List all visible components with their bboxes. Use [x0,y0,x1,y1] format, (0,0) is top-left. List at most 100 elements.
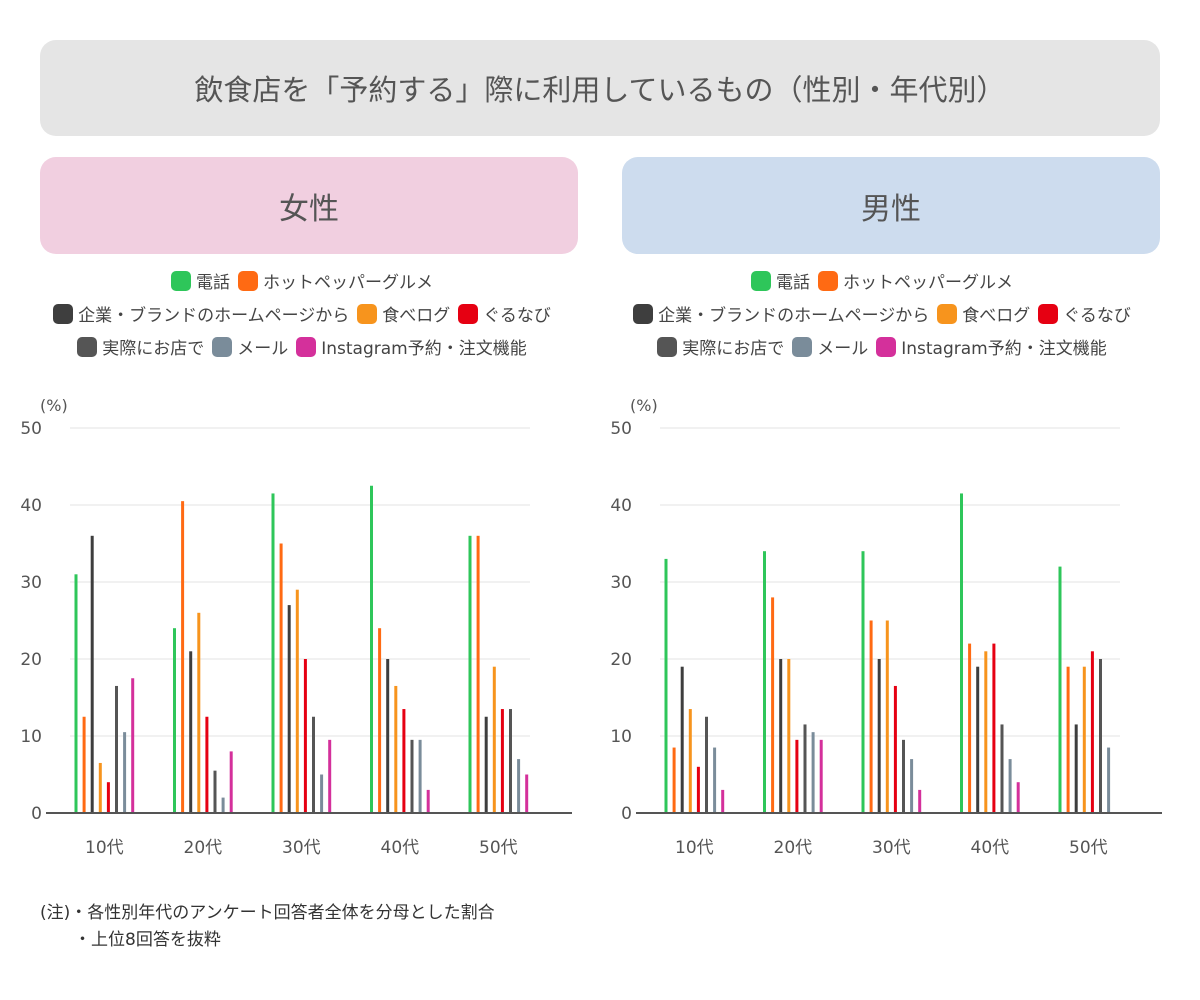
legend-swatch-phone [751,270,771,291]
female-legend-item-instore: 実際にお店で [77,334,204,359]
legend-label: 企業・ブランドのホームページから [658,306,930,326]
female-y-tick-label: 20 [20,650,42,670]
legend-label: 電話 [776,273,810,293]
female-panel-header: 女性 [40,157,578,254]
male-legend-row: 電話 ホットペッパーグルメ [602,264,1162,297]
legend-swatch-gurunavi [1038,303,1059,324]
male-bar-tabelog-2 [885,620,889,813]
female-bar-company-0 [90,535,94,813]
female-bar-instagram-4 [525,774,529,813]
footnote-1: (注)・各性別年代のアンケート回答者全体を分母とした割合 [40,903,495,923]
female-bar-instore-2 [312,716,315,813]
female-bar-phone-4 [468,535,472,813]
female-bar-instore-0 [115,685,118,813]
male-bar-phone-2 [861,551,865,813]
male-bar-instore-4 [1099,659,1102,813]
legend-label: ホットペッパーグルメ [263,273,433,293]
female-y-axis-label: (%) [40,396,68,415]
male-bar-gurunavi-4 [1090,651,1094,813]
female-legend-item-instagram: Instagram予約・注文機能 [296,334,527,359]
male-x-tick-label: 40代 [971,838,1010,858]
female-bar-hotpepper-0 [82,716,86,813]
legend-swatch-instagram [296,336,317,357]
female-y-tick-label: 50 [20,419,42,439]
female-bar-phone-2 [271,493,275,813]
male-legend: 電話 ホットペッパーグルメ企業・ブランドのホームページから 食べログ ぐるなび実際にお… [602,264,1162,363]
male-bar-gurunavi-1 [795,739,799,813]
male-bar-hotpepper-2 [869,620,873,813]
female-legend-row: 実際にお店で メール Instagram予約・注文機能 [22,330,582,363]
male-bar-instore-1 [803,724,807,813]
female-bar-instore-1 [213,770,217,813]
female-bar-instore-3 [410,739,414,813]
male-y-tick-label: 20 [610,650,632,670]
female-bar-gurunavi-1 [205,716,209,813]
female-bar-gurunavi-2 [303,659,307,813]
legend-swatch-hotpepper [818,270,838,291]
male-bar-instagram-0 [721,789,725,813]
male-bar-mail-0 [713,747,717,813]
male-bar-instore-3 [1000,724,1004,813]
male-legend-item-mail: メール [792,334,868,359]
female-x-tick-label: 40代 [381,838,420,858]
male-legend-item-instagram: Instagram予約・注文機能 [876,334,1107,359]
male-bar-company-3 [976,666,980,813]
male-bar-company-4 [1074,724,1078,813]
female-bar-hotpepper-2 [279,543,283,813]
male-bar-company-1 [779,659,783,813]
legend-swatch-instagram [876,336,897,357]
page-title: 飲食店を「予約する」際に利用しているもの（性別・年代別） [40,40,1160,136]
male-bar-instore-0 [705,716,708,813]
male-bar-tabelog-0 [688,709,692,813]
female-x-tick-label: 50代 [479,838,518,858]
female-bar-hotpepper-3 [378,628,382,813]
female-bar-tabelog-4 [492,666,496,813]
legend-label: 食べログ [382,306,451,326]
legend-label: ぐるなび [1063,306,1131,326]
male-bar-instagram-2 [918,789,922,813]
male-bar-hotpepper-4 [1066,666,1070,813]
legend-label: メール [237,339,289,359]
female-legend-item-phone: 電話 [171,268,230,293]
female-legend-item-company: 企業・ブランドのホームページから [53,301,349,326]
male-legend-item-gurunavi: ぐるなび [1038,301,1131,326]
male-bar-instagram-1 [819,739,823,813]
male-bar-company-2 [877,659,881,813]
male-y-axis-label: (%) [630,396,658,415]
male-y-tick-label: 50 [610,419,632,439]
male-bar-mail-1 [811,732,815,813]
legend-swatch-hotpepper [238,270,258,291]
male-bar-gurunavi-3 [992,643,996,813]
female-bar-instagram-1 [229,751,233,813]
male-bar-phone-1 [763,551,766,813]
male-legend-row: 企業・ブランドのホームページから 食べログ ぐるなび [602,297,1162,330]
female-bar-instagram-3 [426,789,430,813]
female-bar-phone-0 [74,574,78,813]
male-bar-mail-4 [1107,747,1111,813]
female-legend-row: 電話 ホットペッパーグルメ [22,264,582,297]
female-bar-mail-1 [221,797,225,813]
male-x-tick-label: 10代 [675,838,714,858]
legend-label: メール [817,339,869,359]
male-bar-mail-3 [1008,759,1012,813]
female-bar-instagram-0 [131,678,135,813]
male-bar-instagram-3 [1016,782,1020,813]
male-x-tick-label: 50代 [1069,838,1108,858]
female-bar-chart: (%) 0 10 20 30 40 50 10代 20代 30代 40代 50代 [20,396,572,858]
legend-label: ホットペッパーグルメ [843,273,1013,293]
legend-label: Instagram予約・注文機能 [901,339,1107,359]
male-bar-hotpepper-3 [968,643,972,813]
female-bar-gurunavi-0 [106,782,110,813]
legend-label: 実際にお店で [102,339,205,359]
female-x-tick-label: 20代 [184,838,223,858]
legend-label: 実際にお店で [682,339,785,359]
male-bar-gurunavi-2 [893,685,897,813]
legend-swatch-mail [212,336,233,357]
legend-swatch-mail [792,336,813,357]
female-bar-mail-4 [517,759,521,813]
male-x-tick-label: 30代 [872,838,911,858]
legend-swatch-company [633,303,654,324]
female-bar-company-4 [484,716,488,813]
male-bar-tabelog-3 [984,651,988,813]
male-bar-mail-2 [910,759,914,813]
